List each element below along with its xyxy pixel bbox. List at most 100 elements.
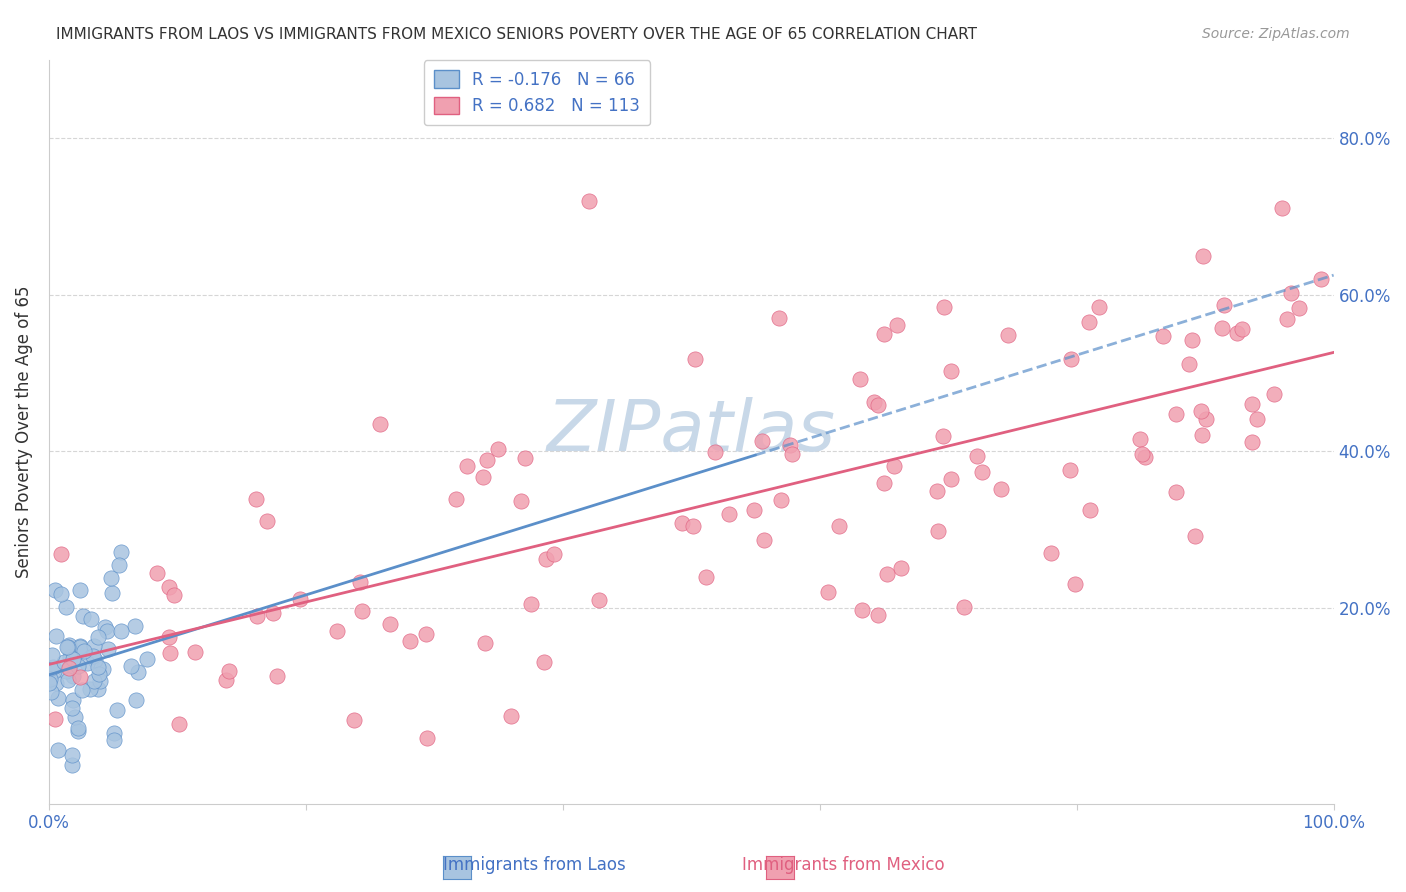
Immigrants from Mexico (1132, 447, 1154, 461)
Immigrants from Mexico (779, 438, 801, 452)
Immigrants from Mexico (1195, 412, 1218, 426)
Immigrants from Laos (69, 640, 91, 655)
Immigrants from Laos (42, 660, 65, 674)
Immigrants from Mexico (184, 645, 207, 659)
Immigrants from Laos (66, 722, 89, 736)
Immigrants from Mexico (520, 597, 543, 611)
Immigrants from Laos (62, 757, 84, 772)
Immigrants from Mexico (997, 328, 1019, 343)
Immigrants from Laos (58, 673, 80, 687)
Immigrants from Mexico (1039, 546, 1062, 560)
Immigrants from Mexico (873, 327, 896, 342)
Text: IMMIGRANTS FROM LAOS VS IMMIGRANTS FROM MEXICO SENIORS POVERTY OVER THE AGE OF 6: IMMIGRANTS FROM LAOS VS IMMIGRANTS FROM … (56, 27, 977, 42)
Immigrants from Laos (66, 659, 89, 673)
Immigrants from Laos (62, 692, 84, 706)
Immigrants from Laos (103, 732, 125, 747)
Text: Immigrants from Mexico: Immigrants from Mexico (742, 856, 945, 874)
Immigrants from Mexico (588, 593, 610, 607)
Immigrants from Laos (124, 619, 146, 633)
Immigrants from Mexico (288, 591, 311, 606)
Immigrants from Mexico (1230, 322, 1253, 336)
Immigrants from Mexico (1164, 485, 1187, 500)
Immigrants from Mexico (883, 458, 905, 473)
Immigrants from Laos (79, 681, 101, 696)
Immigrants from Mexico (1211, 321, 1233, 335)
Immigrants from Laos (127, 665, 149, 679)
Immigrants from Mexico (849, 372, 872, 386)
Immigrants from Mexico (218, 665, 240, 679)
Immigrants from Mexico (245, 491, 267, 506)
Immigrants from Mexico (246, 608, 269, 623)
Immigrants from Laos (125, 693, 148, 707)
Immigrants from Mexico (780, 447, 803, 461)
Immigrants from Laos (107, 703, 129, 717)
Immigrants from Laos (62, 652, 84, 666)
Immigrants from Mexico (934, 300, 956, 314)
Immigrants from Mexico (768, 310, 790, 325)
Immigrants from Mexico (1309, 271, 1331, 285)
Immigrants from Mexico (1177, 358, 1199, 372)
Immigrants from Mexico (751, 434, 773, 449)
Immigrants from Mexico (683, 352, 706, 367)
Immigrants from Mexico (326, 624, 349, 639)
Immigrants from Mexico (472, 469, 495, 483)
Immigrants from Laos (80, 612, 103, 626)
Immigrants from Mexico (1184, 529, 1206, 543)
Immigrants from Mexico (851, 602, 873, 616)
Immigrants from Mexico (1191, 403, 1213, 417)
Immigrants from Mexico (475, 452, 498, 467)
Immigrants from Mexico (876, 566, 898, 581)
Immigrants from Laos (100, 571, 122, 585)
Immigrants from Mexico (486, 442, 509, 456)
Immigrants from Laos (84, 653, 107, 667)
Immigrants from Laos (49, 587, 72, 601)
Immigrants from Mexico (862, 394, 884, 409)
Immigrants from Mexico (157, 580, 180, 594)
Immigrants from Laos (73, 644, 96, 658)
Immigrants from Laos (62, 650, 84, 665)
Immigrants from Mexico (695, 569, 717, 583)
Immigrants from Laos (82, 649, 104, 664)
Immigrants from Mexico (169, 716, 191, 731)
Immigrants from Mexico (682, 519, 704, 533)
Immigrants from Laos (87, 667, 110, 681)
Immigrants from Laos (38, 672, 60, 686)
Immigrants from Mexico (1288, 301, 1310, 316)
Immigrants from Laos (101, 586, 124, 600)
Text: Immigrants from Laos: Immigrants from Laos (443, 856, 626, 874)
Immigrants from Mexico (49, 548, 72, 562)
Immigrants from Mexico (349, 575, 371, 590)
Immigrants from Mexico (1240, 397, 1263, 411)
Immigrants from Mexico (1191, 428, 1213, 442)
Immigrants from Mexico (534, 552, 557, 566)
Immigrants from Laos (76, 657, 98, 671)
Immigrants from Laos (59, 650, 82, 665)
Immigrants from Mexico (1226, 326, 1249, 340)
Text: ZIPatlas: ZIPatlas (547, 397, 835, 467)
Immigrants from Mexico (939, 472, 962, 486)
Immigrants from Mexico (925, 483, 948, 498)
Immigrants from Laos (69, 583, 91, 598)
Immigrants from Laos (97, 642, 120, 657)
Immigrants from Mexico (444, 492, 467, 507)
Immigrants from Laos (103, 726, 125, 740)
Immigrants from Mexico (1271, 202, 1294, 216)
Immigrants from Mexico (754, 533, 776, 548)
Immigrants from Mexico (370, 417, 392, 431)
Immigrants from Mexico (1279, 285, 1302, 300)
Immigrants from Laos (48, 691, 70, 706)
Immigrants from Laos (44, 583, 66, 598)
Immigrants from Laos (62, 669, 84, 683)
Immigrants from Mexico (718, 507, 741, 521)
Immigrants from Laos (87, 659, 110, 673)
Immigrants from Mexico (941, 364, 963, 378)
Immigrants from Mexico (990, 482, 1012, 496)
Immigrants from Laos (67, 724, 90, 739)
Immigrants from Mexico (378, 617, 401, 632)
Immigrants from Laos (45, 676, 67, 690)
Immigrants from Laos (58, 638, 80, 652)
Immigrants from Laos (56, 640, 79, 655)
Immigrants from Mexico (1246, 412, 1268, 426)
Immigrants from Mexico (890, 561, 912, 575)
Immigrants from Mexico (886, 318, 908, 332)
